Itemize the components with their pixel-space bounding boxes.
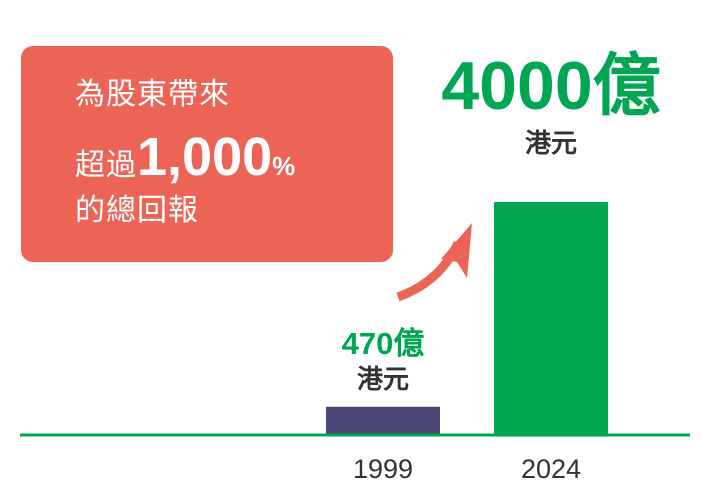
callout-value: 1,000 <box>137 127 273 187</box>
callout-suffix: % <box>272 151 297 181</box>
unit-label-1999: 港元 <box>356 364 410 394</box>
callout-line1: 為股東帶來 <box>75 78 230 111</box>
callout-prefix: 超過 <box>75 149 137 182</box>
value-label-2024: 4000億 <box>441 48 661 124</box>
callout-line2: 超過1,000% <box>75 128 296 186</box>
return-callout: 為股東帶來 超過1,000% 的總回報 <box>21 46 393 262</box>
value-label-1999: 470億 <box>341 326 425 361</box>
unit-label-2024: 港元 <box>524 128 578 158</box>
bar-2024 <box>494 202 608 434</box>
x-tick-1999: 1999 <box>352 454 414 484</box>
arrow-head-icon <box>441 223 472 278</box>
callout-line3: 的總回報 <box>75 194 199 227</box>
bar-1999 <box>326 406 440 434</box>
x-tick-2024: 2024 <box>520 454 582 484</box>
